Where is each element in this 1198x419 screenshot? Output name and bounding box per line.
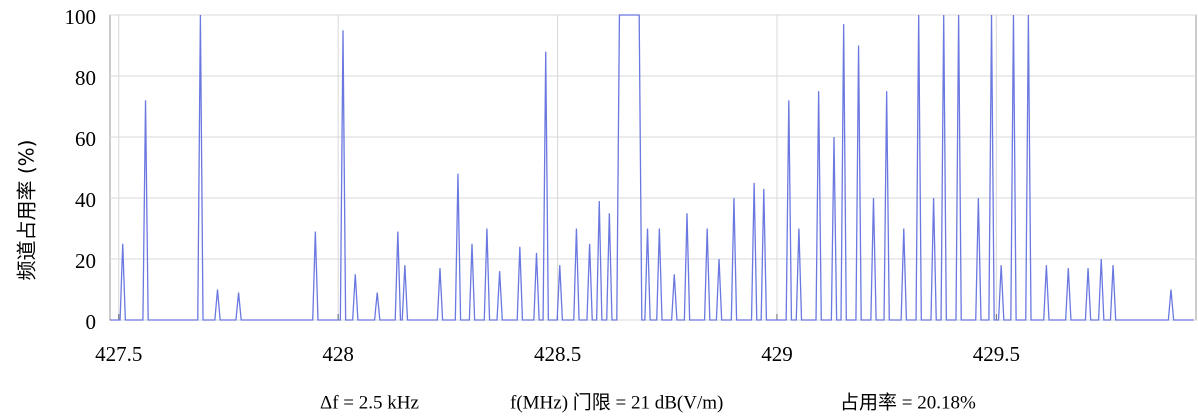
x-tick-label: 429	[761, 342, 793, 366]
y-tick-label: 40	[75, 188, 96, 212]
y-tick-label: 60	[75, 127, 96, 151]
plot-frame	[109, 14, 1197, 321]
annotation: f(MHz) 门限 = 21 dB(V/m)	[510, 391, 723, 413]
data-line	[110, 14, 1194, 321]
y-tick-label: 20	[75, 249, 96, 273]
x-tick-label: 428	[322, 342, 354, 366]
y-tick-label: 80	[75, 66, 96, 90]
y-tick-label: 100	[65, 5, 97, 29]
annotation: Δf = 2.5 kHz	[320, 392, 419, 413]
annotation: 占用率 = 20.18%	[840, 391, 976, 413]
y-axis-label: 频道占用率 (%)	[15, 140, 39, 281]
y-tick-label: 0	[86, 310, 97, 334]
x-tick-label: 427.5	[95, 342, 142, 366]
x-tick-label: 428.5	[534, 342, 581, 366]
x-tick-label: 429.5	[973, 342, 1020, 366]
